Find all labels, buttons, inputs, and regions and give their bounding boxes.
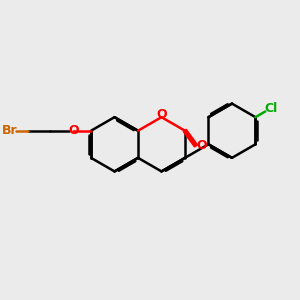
Text: O: O [68, 124, 79, 137]
Text: Br: Br [2, 124, 17, 137]
Text: Cl: Cl [264, 102, 278, 115]
Text: O: O [157, 108, 167, 121]
Text: O: O [196, 139, 207, 152]
